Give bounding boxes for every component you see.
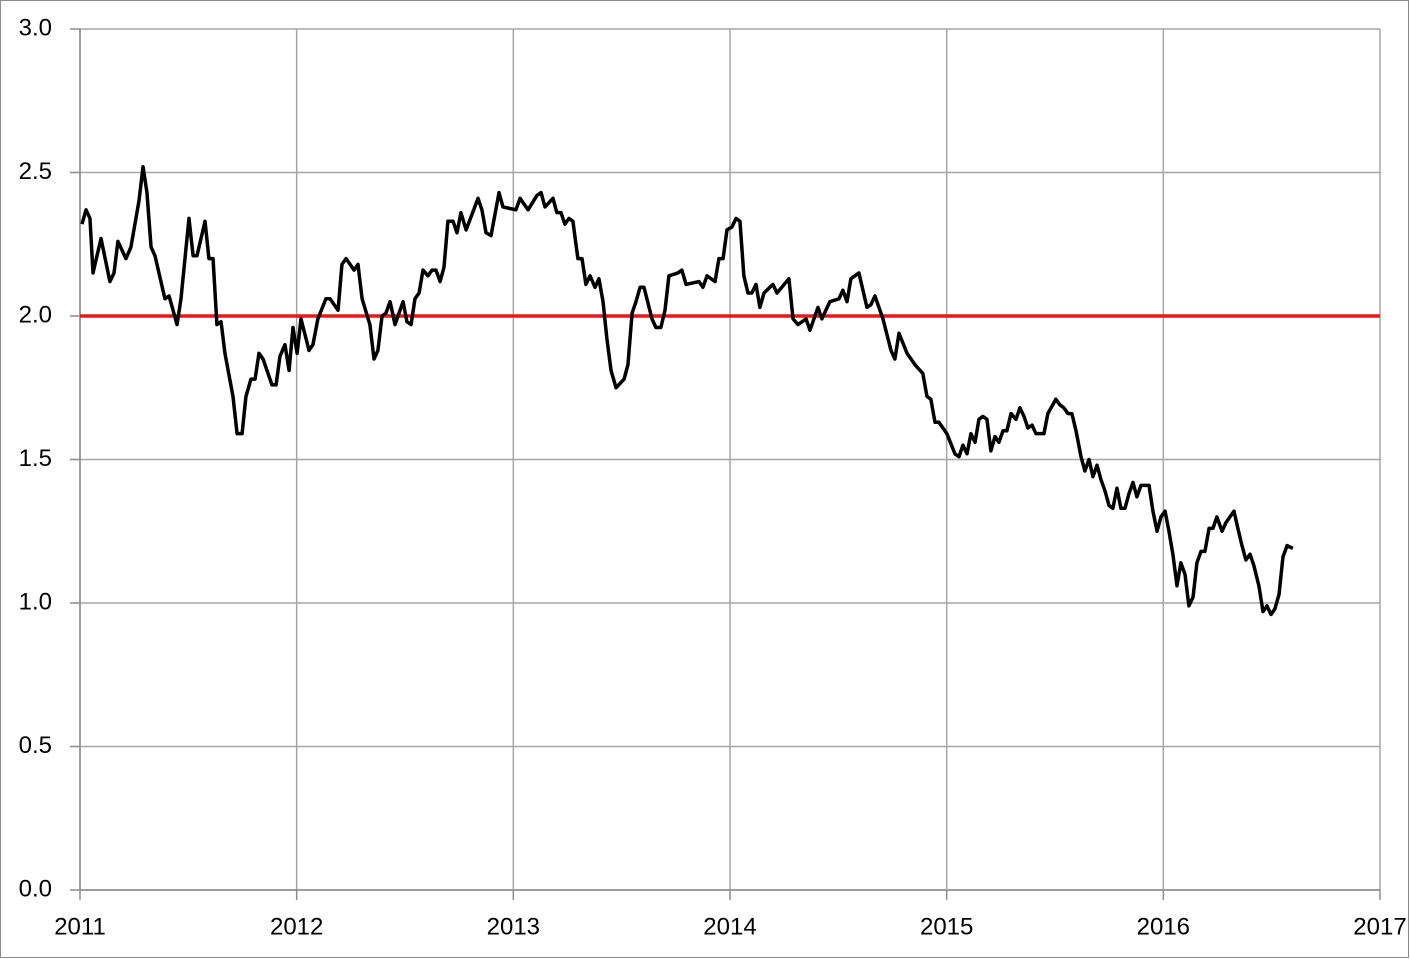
data-line (80, 165, 1294, 617)
x-tick-label: 2015 (920, 913, 973, 940)
x-tick-label: 2014 (703, 913, 756, 940)
y-tick-label: 2.5 (19, 158, 52, 185)
x-tick-label: 2017 (1353, 913, 1406, 940)
y-tick-label: 1.5 (19, 445, 52, 472)
x-tick-label: 2012 (270, 913, 323, 940)
y-tick-label: 1.0 (19, 588, 52, 615)
y-tick-label: 3.0 (19, 14, 52, 41)
y-tick-label: 2.0 (19, 301, 52, 328)
x-tick-label: 2016 (1137, 913, 1190, 940)
x-tick-label: 2011 (54, 913, 106, 940)
y-tick-label: 0.0 (19, 875, 52, 902)
x-tick-label: 2013 (487, 913, 540, 940)
y-tick-label: 0.5 (19, 732, 52, 759)
